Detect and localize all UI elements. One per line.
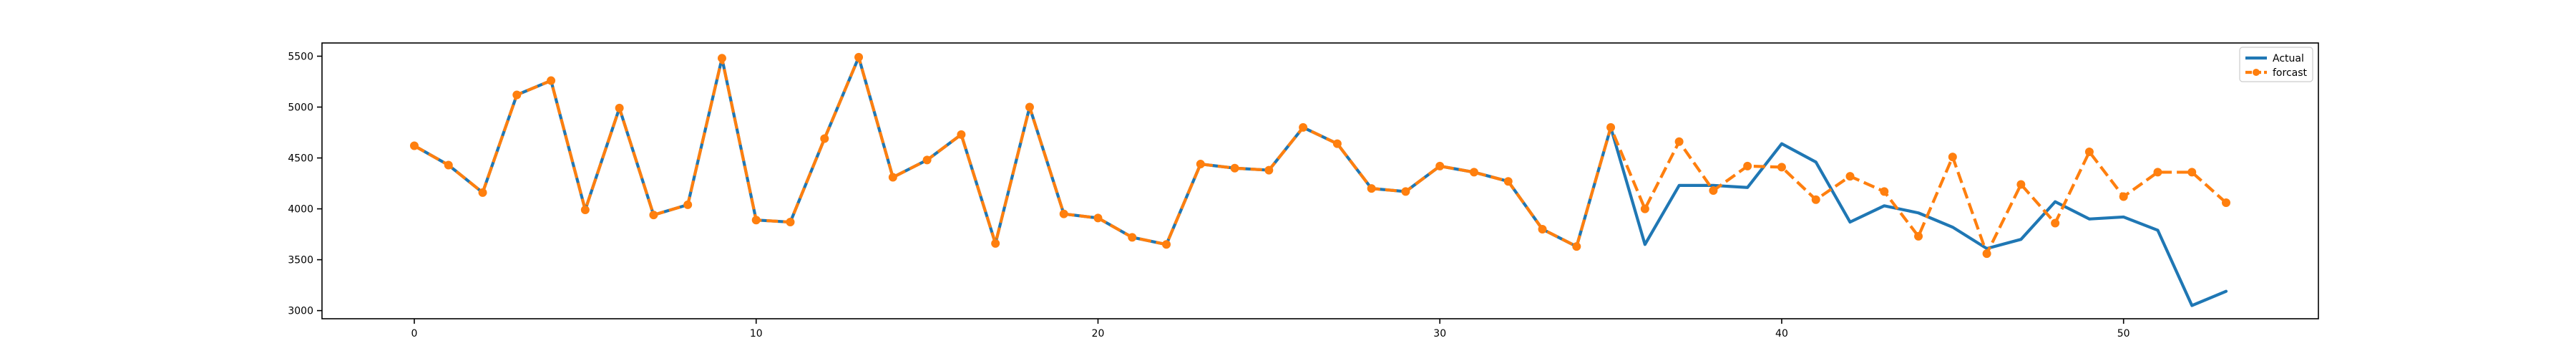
- plot-area-frame: [321, 42, 2319, 319]
- data-point-forcast: [1538, 224, 1547, 234]
- data-point-forcast: [2222, 198, 2231, 208]
- data-point-forcast: [2016, 180, 2026, 189]
- legend-label-forcast: forcast: [2273, 67, 2308, 79]
- data-point-forcast: [1093, 213, 1103, 223]
- data-point-forcast: [1572, 242, 1581, 251]
- data-point-forcast: [478, 188, 487, 197]
- chart-marks: [409, 52, 2231, 307]
- data-point-forcast: [2187, 168, 2197, 177]
- data-point-forcast: [717, 54, 726, 63]
- data-point-forcast: [683, 200, 693, 209]
- x-tick-label: 0: [411, 328, 418, 340]
- x-tick-label: 20: [1092, 328, 1105, 340]
- data-point-forcast: [1948, 153, 1957, 162]
- series-line-forcast: [413, 55, 2228, 256]
- data-point-forcast: [1264, 165, 1274, 175]
- data-point-forcast: [786, 218, 795, 227]
- x-tick-label: 50: [2117, 328, 2130, 340]
- data-point-forcast: [2084, 148, 2094, 157]
- data-point-forcast: [1469, 168, 1478, 177]
- data-point-forcast: [580, 205, 590, 214]
- data-point-forcast: [1128, 233, 1137, 242]
- data-point-forcast: [409, 141, 419, 150]
- data-point-forcast: [1367, 184, 1376, 193]
- data-point-forcast: [547, 76, 556, 85]
- data-point-forcast: [444, 160, 453, 170]
- data-point-forcast: [1640, 204, 1649, 213]
- data-point-forcast: [1299, 122, 1308, 132]
- data-point-forcast: [1709, 186, 1718, 195]
- data-point-forcast: [1503, 177, 1513, 186]
- data-point-forcast: [512, 90, 522, 100]
- x-tick-label: 30: [1433, 328, 1446, 340]
- data-point-forcast: [1674, 137, 1684, 146]
- y-tick-label: 3500: [288, 255, 313, 266]
- data-point-forcast: [1401, 187, 1410, 196]
- y-tick-label: 5000: [288, 102, 313, 114]
- data-point-forcast: [1606, 122, 1616, 132]
- data-point-forcast: [1025, 102, 1034, 112]
- data-point-forcast: [1777, 163, 1786, 172]
- legend: Actual forcast: [2239, 47, 2313, 82]
- data-point-forcast: [1162, 240, 1171, 249]
- data-point-forcast: [1811, 195, 1820, 204]
- data-point-forcast: [957, 130, 966, 139]
- y-tick-label: 4000: [288, 204, 313, 216]
- data-point-forcast: [1230, 163, 1239, 173]
- data-point-forcast: [751, 216, 761, 225]
- y-tick-label: 4500: [288, 153, 313, 165]
- data-point-forcast: [1982, 249, 1991, 259]
- y-tick-label: 3000: [288, 306, 313, 317]
- data-point-forcast: [2153, 168, 2162, 177]
- y-tick-label: 5500: [288, 51, 313, 62]
- axis-ticks: 0 10 20 30 40 50 3000 3500 4000 4500 5000 5500: [288, 51, 2129, 340]
- data-point-forcast: [649, 211, 658, 220]
- data-point-forcast: [922, 155, 932, 165]
- data-point-forcast: [1059, 209, 1068, 218]
- data-point-forcast: [888, 173, 897, 182]
- x-tick-label: 40: [1775, 328, 1788, 340]
- data-point-forcast: [1196, 160, 1205, 169]
- data-point-forcast: [615, 103, 624, 112]
- data-point-forcast: [854, 52, 864, 62]
- legend-label-actual: Actual: [2273, 53, 2304, 64]
- data-point-forcast: [2119, 192, 2128, 201]
- data-point-forcast: [1845, 172, 1855, 181]
- data-point-forcast: [991, 239, 1000, 248]
- data-point-forcast: [2051, 218, 2060, 228]
- series-line-actual: [412, 55, 2228, 307]
- data-point-forcast: [1880, 187, 1889, 196]
- data-point-forcast: [1914, 231, 1923, 241]
- legend-marker-forcast: [2253, 69, 2260, 76]
- data-point-forcast: [1332, 139, 1342, 148]
- data-point-forcast: [1435, 161, 1445, 170]
- data-point-forcast: [820, 134, 829, 143]
- x-tick-label: 10: [750, 328, 763, 340]
- data-point-forcast: [1743, 161, 1752, 170]
